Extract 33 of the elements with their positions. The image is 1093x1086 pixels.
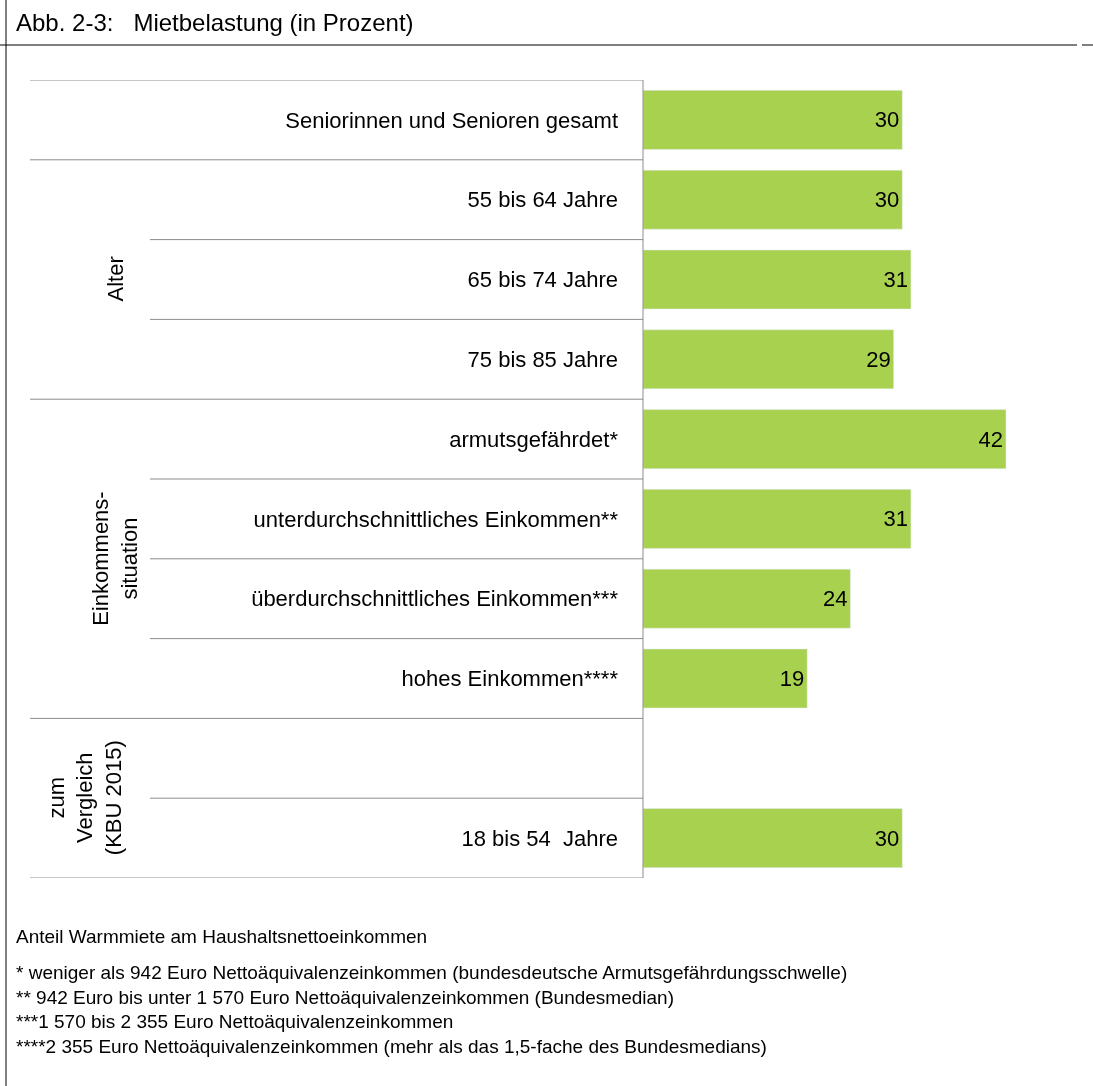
text: Einkommens- situation bbox=[88, 491, 142, 626]
data-label: 30 bbox=[874, 187, 900, 213]
y-tick-label: Seniorinnen und Senioren gesamt bbox=[285, 107, 618, 133]
data-label: 31 bbox=[883, 506, 908, 532]
bar bbox=[643, 489, 912, 549]
bar bbox=[643, 169, 903, 230]
data-label: 24 bbox=[822, 586, 848, 612]
data-label: 19 bbox=[779, 666, 805, 691]
data-label: 30 bbox=[874, 825, 900, 851]
bar bbox=[643, 409, 1007, 469]
y-tick-label: 75 bis 85 Jahre bbox=[467, 347, 618, 372]
bar bbox=[643, 648, 808, 709]
y-tick-label: überdurchschnittliches Einkommen*** bbox=[251, 586, 619, 612]
y-tick-label: unterdurchschnittliches Einkommen** bbox=[253, 506, 619, 532]
bar bbox=[643, 90, 903, 150]
data-label: 31 bbox=[883, 267, 908, 292]
y-tick-label: 18 bis 54 Jahre bbox=[461, 825, 618, 851]
data-label: 30 bbox=[874, 107, 900, 133]
bar bbox=[643, 329, 894, 390]
y-tick-label: 65 bis 74 Jahre bbox=[467, 267, 618, 293]
text: Anteil Warmmiete am Haushaltsnettoeinkommen bbox=[16, 926, 428, 947]
text: Abb. 2-3: Mietbelastung (in Prozent) bbox=[16, 9, 414, 36]
data-label: 42 bbox=[978, 426, 1003, 452]
y-tick-label: 55 bis 64 Jahre bbox=[467, 187, 618, 213]
y-tick-label: armutsgefährdet* bbox=[449, 426, 619, 452]
bar bbox=[643, 249, 912, 310]
bar bbox=[643, 808, 903, 868]
text: zum Vergleich (KBU 2015) bbox=[43, 740, 126, 856]
data-label: 29 bbox=[866, 346, 891, 372]
text: Alter bbox=[102, 256, 128, 302]
text: * weniger als 942 Euro Nettoäquivalenzeinkommen (bundesdeutsche Armutsgefährdungsschwelle) ** 942 Euro bis unter 1 570 Euro Nettoäquivalenzeinkommen (Bundesmedian) ***1 570 bis 2 355 Euro Nettoäquivalenzeinkommen ****2 355 Euro Nettoäquivalenzeinkommen (mehr als das 1,5-fache des Bundesmedians) bbox=[16, 962, 848, 1058]
y-tick-label: hohes Einkommen**** bbox=[401, 666, 619, 692]
bar bbox=[643, 568, 851, 629]
